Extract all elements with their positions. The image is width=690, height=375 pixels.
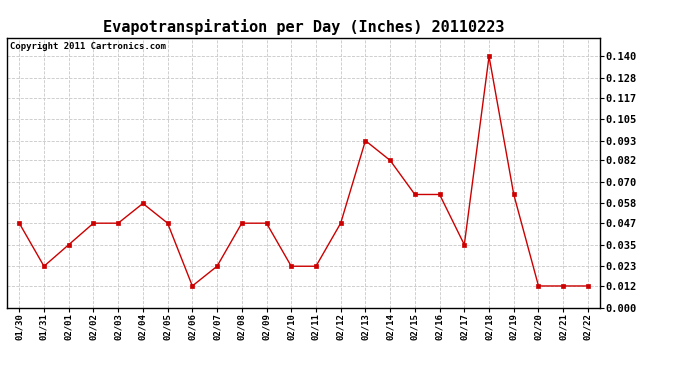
Title: Evapotranspiration per Day (Inches) 20110223: Evapotranspiration per Day (Inches) 2011… [103,19,504,35]
Text: Copyright 2011 Cartronics.com: Copyright 2011 Cartronics.com [10,42,166,51]
